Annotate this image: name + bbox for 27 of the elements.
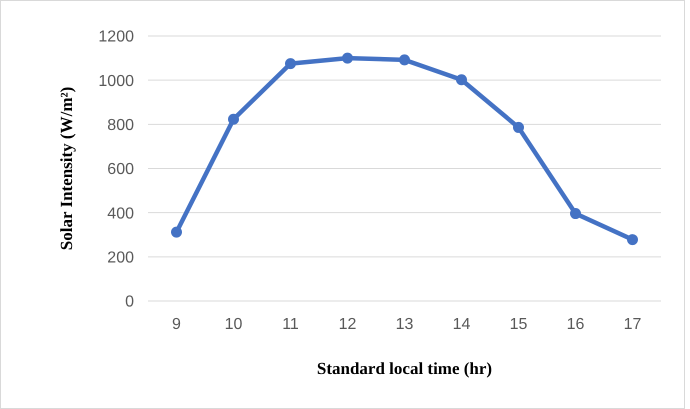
y-tick-label: 200 (107, 249, 134, 266)
x-tick-label: 11 (282, 316, 299, 333)
y-tick-label: 0 (125, 294, 134, 311)
x-axis-title: Standard local time (hr) (316, 359, 492, 378)
x-tick-label: 15 (510, 316, 528, 333)
point (399, 54, 410, 66)
point (342, 52, 353, 64)
x-tick-label: 17 (624, 316, 642, 333)
x-tick-label: 12 (338, 316, 356, 333)
x-tick-label: 10 (224, 316, 242, 333)
x-tick-label: 13 (396, 316, 414, 333)
x-tick-label: 9 (172, 316, 182, 333)
point (285, 58, 296, 70)
y-tick-label: 800 (107, 116, 134, 134)
y-axis-title: Solar Intensity (W/m²) (57, 86, 76, 250)
x-tick-label: 14 (452, 316, 470, 333)
point (171, 226, 182, 238)
y-tick-label: 1200 (98, 28, 134, 46)
y-tick-label: 400 (107, 205, 134, 222)
point (570, 208, 581, 220)
point (228, 114, 239, 125)
point (513, 122, 524, 133)
point (627, 234, 638, 246)
y-tick-label: 600 (107, 161, 134, 178)
y-tick-label: 1000 (98, 72, 134, 90)
point (456, 74, 467, 86)
x-tick-label: 16 (566, 316, 584, 333)
